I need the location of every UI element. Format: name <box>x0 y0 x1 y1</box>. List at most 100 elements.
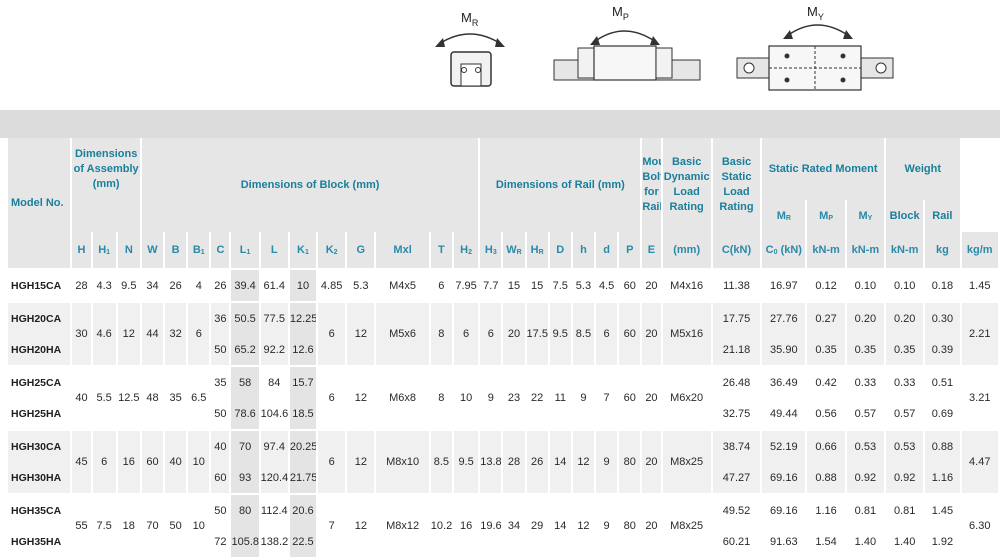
cell-L: 92.2 <box>259 334 290 366</box>
cell-static: 36.49 <box>761 365 808 398</box>
cell-Mxl: M5x6 <box>375 301 431 366</box>
curved-arrow-icon <box>438 33 502 45</box>
yaw-moment-diagram: MY <box>735 0 895 105</box>
spec-table-wrapper: Model No. Dimensions of Assembly (mm) Di… <box>8 138 1000 557</box>
sym-h: h <box>571 232 597 269</box>
cell-H: 55 <box>71 493 93 557</box>
cell-B: 26 <box>164 268 189 302</box>
dynamic-unit: C(kN) <box>711 232 763 269</box>
cell-D: 11 <box>548 365 573 430</box>
table-row: HGH35HA 72 105.8 138.2 22.5 60.21 91.63 … <box>8 526 999 557</box>
cell-HR: 26 <box>525 429 550 494</box>
cell-d: 9 <box>595 493 620 557</box>
cell-N: 9.5 <box>116 268 142 302</box>
cell-d: 6 <box>595 301 620 366</box>
cell-H2: 9.5 <box>452 429 481 494</box>
sym-K1: K1 <box>288 232 319 269</box>
cell-B1: 4 <box>187 268 212 302</box>
cell-L: 97.4 <box>259 429 290 462</box>
table-row: HGH20CA 30 4.6 12 44 32 6 36 50.5 77.5 1… <box>8 301 1000 366</box>
cell-Mxl: M6x8 <box>375 365 431 430</box>
cell-E: 20 <box>641 301 663 366</box>
cell-static: 35.90 <box>761 334 808 366</box>
cell-L: 112.4 <box>259 493 290 526</box>
header-row-groups: Model No. Dimensions of Assembly (mm) Di… <box>8 138 999 269</box>
weight-header: Weight <box>885 138 962 200</box>
model-cell: HGH20HA <box>8 334 73 366</box>
model-no-header: Model No. <box>8 138 73 269</box>
mp-header: MP <box>806 200 847 232</box>
static-moment-header: Static Rated Moment <box>761 138 887 200</box>
sym-N: N <box>116 232 142 269</box>
static-load-header: Basic Static Load Rating <box>711 138 763 232</box>
cell-G: 12 <box>346 429 377 494</box>
cell-B: 32 <box>164 301 189 366</box>
cell-MR: 0.35 <box>806 334 847 366</box>
dynamic-load-header: Basic Dynamic Load Rating <box>661 138 713 232</box>
cell-C: 50 <box>210 493 232 526</box>
cell-K1: 21.75 <box>288 462 319 494</box>
assembly-dimensions-header: Dimensions of Assembly (mm) <box>71 138 142 200</box>
cell-C: 50 <box>210 334 232 366</box>
cell-W: 70 <box>140 493 166 557</box>
cell-C: 60 <box>210 462 232 494</box>
cell-MP: 1.40 <box>845 526 887 557</box>
cell-L: 120.4 <box>259 462 290 494</box>
cell-D: 7.5 <box>548 268 573 302</box>
cell-bolt: M6x20 <box>661 365 713 430</box>
table-row: HGH25HA 50 78.6 104.6 18.5 32.75 49.44 0… <box>8 398 999 430</box>
cell-MR: 1.54 <box>806 526 847 557</box>
cell-G: 5.3 <box>346 268 377 302</box>
cell-MR: 0.56 <box>806 398 847 430</box>
mp-unit: kN-m <box>845 232 887 269</box>
cell-d: 4.5 <box>595 268 620 302</box>
cell-MP: 0.53 <box>845 429 887 462</box>
block-weight-unit: kg <box>924 232 962 269</box>
cell-E: 20 <box>641 429 663 494</box>
cell-B: 50 <box>164 493 189 557</box>
cell-h: 12 <box>571 429 597 494</box>
static-unit: C0 (kN) <box>761 232 808 269</box>
pitch-moment-diagram: MP <box>552 0 702 105</box>
cell-static: 52.19 <box>761 429 808 462</box>
cell-static: 91.63 <box>761 526 808 557</box>
cell-N: 12 <box>116 301 142 366</box>
cell-H1: 4.3 <box>91 268 118 302</box>
cell-dynamic: 60.21 <box>711 526 763 557</box>
table-row: HGH15CA 28 4.3 9.5 34 26 4 26 39.4 61.4 … <box>8 268 1000 302</box>
cell-L: 61.4 <box>259 268 290 302</box>
cell-bolt: M4x16 <box>661 268 713 302</box>
cell-L1: 80 <box>230 493 261 526</box>
cell-block-weight: 0.88 <box>924 429 962 462</box>
cell-dynamic: 11.38 <box>711 268 763 302</box>
cell-N: 12.5 <box>116 365 142 430</box>
cell-P: 60 <box>618 301 643 366</box>
cell-P: 80 <box>618 493 643 557</box>
cell-WR: 20 <box>502 301 527 366</box>
cell-T: 8 <box>429 365 454 430</box>
cell-MY: 0.35 <box>885 334 926 366</box>
cell-K1: 22.5 <box>288 526 319 557</box>
cell-K2: 6 <box>317 365 348 430</box>
cell-H: 30 <box>71 301 93 366</box>
cell-K1: 18.5 <box>288 398 319 430</box>
cell-MY: 0.53 <box>885 429 926 462</box>
cell-bolt: M8x25 <box>661 429 713 494</box>
cell-WR: 28 <box>502 429 527 494</box>
cell-Mxl: M8x12 <box>375 493 431 557</box>
cell-D: 14 <box>548 429 573 494</box>
cell-K1: 20.25 <box>288 429 319 462</box>
block-dimensions-header: Dimensions of Block (mm) <box>140 138 481 232</box>
cell-L1: 39.4 <box>230 268 261 302</box>
sym-L: L <box>259 232 290 269</box>
bolt-unit: (mm) <box>661 232 713 269</box>
separator-band <box>0 110 1000 138</box>
cell-H3: 9 <box>479 365 504 430</box>
cell-H1: 6 <box>91 429 118 494</box>
curved-arrow-icon <box>593 30 657 43</box>
cell-B1: 10 <box>187 429 212 494</box>
cell-MP: 0.35 <box>845 334 887 366</box>
cell-h: 5.3 <box>571 268 597 302</box>
cell-H2: 10 <box>452 365 481 430</box>
cell-d: 7 <box>595 365 620 430</box>
